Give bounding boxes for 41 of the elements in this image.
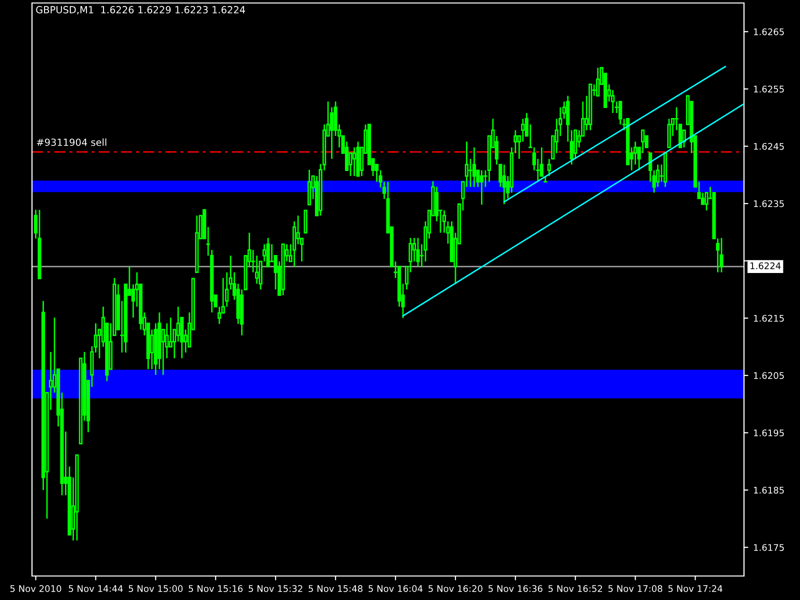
candlestick	[266, 237, 270, 268]
y-tick-label: 1.6235	[754, 200, 784, 208]
candlestick	[521, 118, 525, 142]
candlestick	[596, 67, 600, 97]
candlestick	[700, 192, 705, 205]
x-tick-label: 5 Nov 15:16	[188, 585, 243, 592]
candlestick	[304, 210, 308, 234]
candlestick	[176, 306, 180, 342]
candlestick	[472, 146, 476, 188]
y-tick-label: 1.6245	[754, 142, 784, 150]
x-tick-label: 5 Nov 14:44	[68, 585, 123, 592]
x-tick-label: 5 Nov 17:08	[608, 585, 662, 592]
candlestick	[468, 158, 472, 188]
x-tick-label: 5 Nov 15:32	[248, 585, 302, 592]
candlestick	[352, 146, 356, 177]
candlestick	[480, 170, 484, 206]
candlestick	[540, 146, 544, 177]
ref-line-label: #9311904 sell	[36, 138, 106, 146]
x-tick-label: 5 Nov 15:48	[308, 585, 362, 592]
y-tick-label: 1.6195	[754, 429, 784, 436]
candlestick	[667, 118, 671, 148]
y-tick-label: 1.6265	[754, 28, 784, 36]
candlestick	[307, 169, 312, 206]
x-tick-label: 5 Nov 15:00	[128, 585, 183, 592]
ref-line-label: 1.6224	[750, 262, 781, 270]
y-tick-label: 1.6205	[754, 372, 784, 380]
x-tick-label: 5 Nov 17:24	[668, 585, 722, 592]
candlestick	[720, 237, 724, 274]
y-tick-label: 1.6175	[754, 544, 784, 551]
y-tick-label: 1.6255	[754, 86, 784, 93]
x-tick-label: 5 Nov 16:36	[488, 585, 542, 592]
y-tick-label: 1.6185	[754, 486, 784, 494]
x-tick-label: 5 Nov 16:20	[428, 585, 482, 592]
candlestick	[416, 237, 420, 268]
candlestick	[502, 164, 506, 205]
x-tick-label: 5 Nov 2010	[10, 585, 62, 592]
x-tick-label: 5 Nov 16:04	[368, 585, 423, 592]
chart-title: GBPUSD,M1 1.6226 1.6229 1.6223 1.6224	[36, 6, 246, 14]
x-tick-label: 5 Nov 16:52	[548, 585, 602, 592]
candlestick	[412, 237, 416, 262]
y-tick-label: 1.6215	[754, 314, 784, 322]
